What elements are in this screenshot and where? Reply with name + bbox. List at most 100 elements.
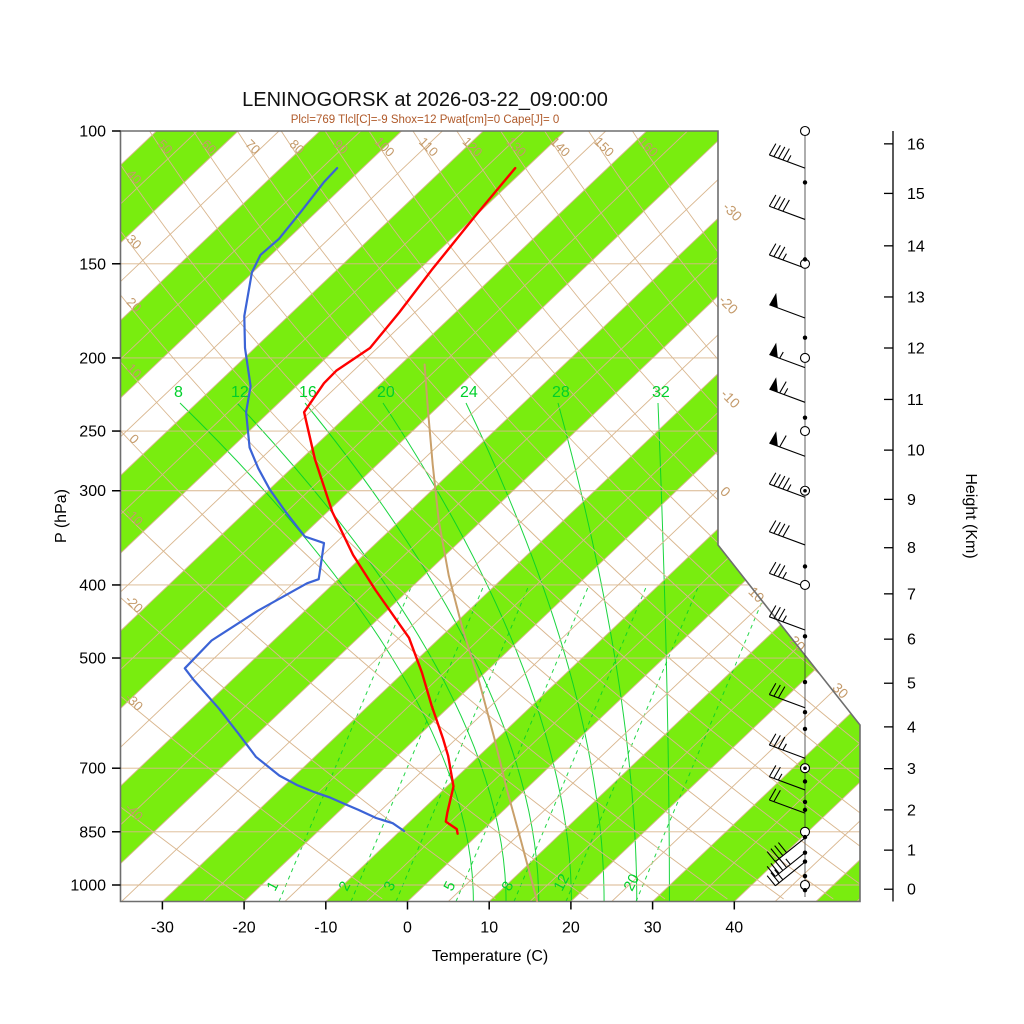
wind-barb-tick-full bbox=[777, 608, 786, 621]
mixing-ratio-line bbox=[513, 584, 648, 902]
wind-barb-tick-full bbox=[768, 561, 777, 574]
level-marker-dot bbox=[802, 710, 808, 715]
dry-adiabat-line bbox=[120, 131, 784, 900]
height-tick-label: 8 bbox=[907, 540, 916, 557]
wind-barb-tick-half bbox=[786, 484, 792, 491]
wind-barb-staff bbox=[769, 205, 806, 220]
wind-barb-pennant bbox=[769, 377, 778, 393]
height-tick-label: 4 bbox=[907, 719, 916, 736]
level-marker-dot bbox=[802, 799, 808, 805]
wind-barb-tick-full bbox=[770, 863, 780, 874]
height-tick-label: 16 bbox=[907, 136, 925, 153]
pressure-tick-label: 1000 bbox=[70, 878, 106, 895]
moist-adiabat-line bbox=[304, 402, 540, 902]
moist-adiabat-label: 8 bbox=[174, 384, 183, 401]
wind-barb bbox=[768, 682, 806, 709]
wind-barb-tick-full bbox=[773, 684, 781, 697]
wind-barb-staff bbox=[769, 616, 806, 631]
wind-barb-tick-half bbox=[783, 388, 789, 395]
wind-barb-tick-full bbox=[782, 199, 790, 212]
wind-barb-tick-full bbox=[777, 246, 786, 259]
isotherm-line bbox=[120, 131, 484, 902]
isotherm-line bbox=[120, 131, 566, 902]
wind-barb bbox=[768, 765, 806, 791]
height-tick-label: 1 bbox=[907, 843, 916, 860]
wind-barb-tick-full bbox=[768, 472, 777, 485]
sounding-profiles bbox=[183, 166, 539, 902]
wind-barb-staff bbox=[769, 531, 806, 546]
level-marker-dot bbox=[802, 850, 808, 855]
green-stripe-band bbox=[120, 131, 402, 902]
moist-adiabat-line bbox=[465, 402, 605, 902]
moist-adiabat-line bbox=[657, 402, 670, 902]
wind-barb-staff bbox=[769, 694, 806, 709]
wind-barb-tick-full bbox=[779, 381, 787, 394]
wind-barb-tick-full bbox=[782, 477, 790, 490]
isotherm-line bbox=[120, 131, 607, 902]
mixing-ratio-label: 12 bbox=[550, 871, 573, 894]
pressure-tick-label: 300 bbox=[79, 483, 106, 500]
wind-barb-staff bbox=[769, 254, 806, 269]
temp-tick-label: -30 bbox=[151, 920, 174, 937]
dry-adiabat-line bbox=[120, 131, 666, 900]
level-marker-dot bbox=[802, 415, 808, 420]
wind-barb-tick-full bbox=[768, 765, 777, 778]
dry-adiabat-line bbox=[120, 131, 589, 900]
isotherm-line bbox=[652, 131, 860, 902]
wind-barb-tick-full bbox=[777, 857, 788, 868]
isotherm-line bbox=[120, 131, 361, 902]
parcel-ascent-line bbox=[423, 363, 539, 902]
level-marker-dot bbox=[802, 726, 808, 732]
wind-barb bbox=[768, 733, 806, 759]
wind-barb-tick-full bbox=[770, 872, 780, 884]
wind-barb-tick-full bbox=[768, 520, 777, 533]
level-marker-dot bbox=[802, 779, 808, 784]
wind-barb-tick-full bbox=[777, 475, 786, 488]
moist-adiabat-label: 28 bbox=[552, 384, 570, 401]
wind-barb-tick-half bbox=[782, 571, 787, 579]
wind-barb-tick-full bbox=[768, 788, 777, 801]
plot-border bbox=[119, 130, 861, 903]
wind-barb-tick-full bbox=[782, 148, 790, 161]
level-marker-dot bbox=[802, 564, 808, 569]
wind-barb-tick-full bbox=[774, 869, 784, 881]
dry-adiabat-line bbox=[236, 131, 860, 900]
temp-tick-label: 40 bbox=[725, 920, 743, 937]
moist-adiabat-label: 16 bbox=[299, 384, 317, 401]
temp-tick-label: 10 bbox=[480, 920, 498, 937]
wind-barb bbox=[769, 377, 806, 403]
wind-barb-tick-full bbox=[768, 682, 777, 695]
wind-barb bbox=[766, 861, 806, 887]
isotherm-line bbox=[611, 131, 860, 902]
dry-adiabat-line bbox=[544, 131, 860, 900]
y-axis-label-pressure: P (hPa) bbox=[53, 489, 70, 543]
moist-adiabat-label: 12 bbox=[231, 384, 249, 401]
wind-barb-tick-full bbox=[766, 875, 776, 887]
dry-adiabat-line bbox=[368, 131, 860, 900]
wind-barb-tick-full bbox=[773, 735, 781, 747]
wind-barb-staff bbox=[769, 744, 806, 759]
wind-barb-tick-full bbox=[782, 525, 790, 538]
wind-barb-tick-full bbox=[777, 523, 786, 536]
temp-tick-label: 30 bbox=[644, 920, 662, 937]
wind-barb-staff bbox=[769, 572, 806, 588]
wind-barb-tick-full bbox=[779, 435, 787, 448]
level-marker-circle bbox=[799, 352, 811, 364]
isotherm-line bbox=[120, 131, 811, 902]
wind-barb-tick-full bbox=[768, 143, 777, 156]
wind-barb bbox=[768, 605, 806, 631]
wind-barb-pennant bbox=[769, 431, 778, 447]
wind-barb bbox=[769, 292, 806, 319]
wind-barb-tick-full bbox=[777, 146, 786, 159]
wind-barb-tick-half bbox=[779, 351, 784, 359]
temp-tick-label: -20 bbox=[233, 920, 256, 937]
mixing-ratio-line bbox=[395, 584, 530, 902]
wind-barb-staff bbox=[769, 776, 806, 791]
wind-barb-tick-half bbox=[777, 773, 783, 781]
wind-barb bbox=[768, 561, 806, 588]
dry-adiabat-line bbox=[120, 131, 496, 900]
height-tick-label: 15 bbox=[907, 186, 925, 203]
pressure-tick-label: 200 bbox=[79, 350, 106, 367]
isotherm-line bbox=[570, 131, 860, 902]
